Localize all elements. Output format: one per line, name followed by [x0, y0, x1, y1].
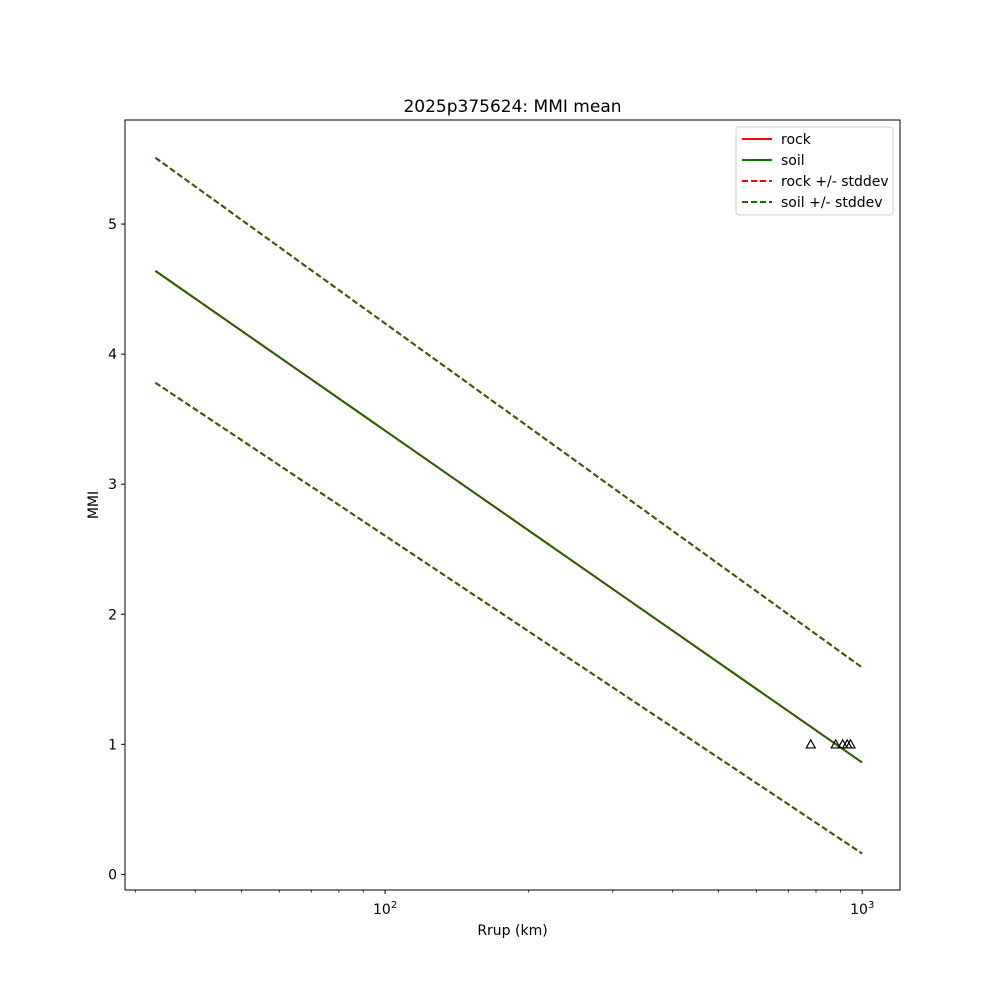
y-tick-label: 0 [108, 867, 117, 883]
y-tick-label: 1 [108, 737, 117, 753]
series-line-1-mean [154, 270, 863, 764]
legend: rock soil rock +/- stddev soil +/- stddev [735, 126, 894, 216]
observation-point [830, 738, 842, 749]
y-tick-label: 4 [108, 347, 117, 363]
y-tick-label: 5 [108, 217, 117, 233]
observation-point [805, 738, 817, 749]
chart-title: 2025p375624: MMI mean [403, 97, 621, 117]
x-tick-label: 103 [850, 900, 874, 918]
observation-point [844, 738, 857, 749]
legend-label: soil [781, 153, 805, 169]
legend-entries: rock soil rock +/- stddev soil +/- stddev [742, 132, 889, 211]
legend-label: rock +/- stddev [781, 174, 889, 190]
series-line-3-lower [154, 381, 863, 855]
plot-layer [154, 156, 863, 855]
y-tick-label: 3 [108, 477, 117, 493]
ticks-layer: 0 1 2 3 4 5 102 103 [108, 217, 874, 918]
legend-box [735, 126, 894, 216]
series-line-3-upper [154, 156, 863, 669]
axes-frame [124, 119, 901, 891]
legend-label: rock [781, 132, 812, 148]
y-axis-label: MMI [86, 491, 102, 519]
legend-label: soil +/- stddev [781, 195, 883, 211]
x-axis-label: Rrup (km) [477, 923, 547, 939]
x-tick-label: 102 [373, 900, 397, 918]
y-tick-label: 2 [108, 607, 117, 623]
